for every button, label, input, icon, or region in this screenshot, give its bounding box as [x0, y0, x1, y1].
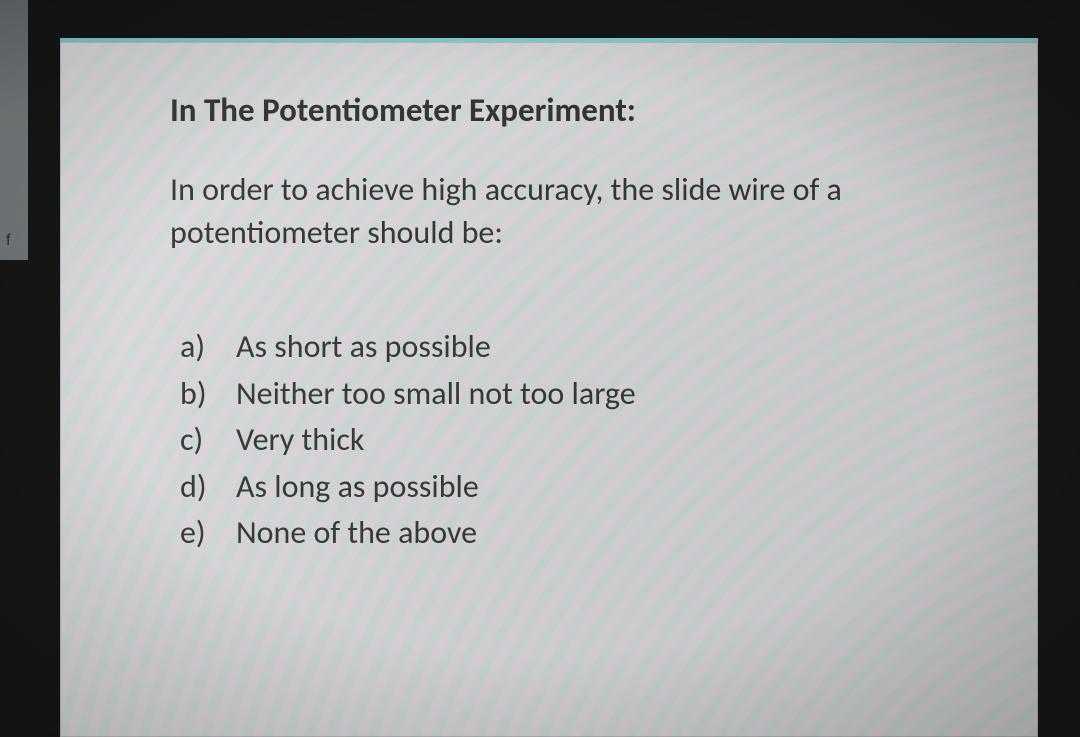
option-text: As long as possible: [236, 464, 479, 510]
option-a[interactable]: a) As short as possible: [180, 324, 948, 370]
card-content: In The Potentiometer Experiment: In orde…: [60, 42, 1038, 596]
question-text: In order to achieve high accuracy, the s…: [170, 168, 948, 254]
card-title: In The Potentiometer Experiment:: [170, 90, 948, 130]
option-letter: d): [180, 464, 218, 510]
option-c[interactable]: c) Very thick: [180, 417, 948, 463]
options-list: a) As short as possible b) Neither too s…: [170, 324, 948, 556]
option-text: As short as possible: [236, 324, 491, 370]
option-text: Neither too small not too large: [236, 371, 636, 417]
left-gray-strip: f: [0, 0, 28, 260]
option-letter: b): [180, 371, 218, 417]
screenshot-root: f In The Potentiometer Experiment: In or…: [0, 0, 1080, 737]
option-text: Very thick: [236, 417, 364, 463]
option-d[interactable]: d) As long as possible: [180, 464, 948, 510]
option-b[interactable]: b) Neither too small not too large: [180, 371, 948, 417]
option-e[interactable]: e) None of the above: [180, 510, 948, 556]
question-card: In The Potentiometer Experiment: In orde…: [60, 38, 1038, 737]
strip-partial-label: f: [6, 232, 10, 250]
option-text: None of the above: [236, 510, 477, 556]
option-letter: a): [180, 324, 218, 370]
option-letter: e): [180, 510, 218, 556]
option-letter: c): [180, 417, 218, 463]
